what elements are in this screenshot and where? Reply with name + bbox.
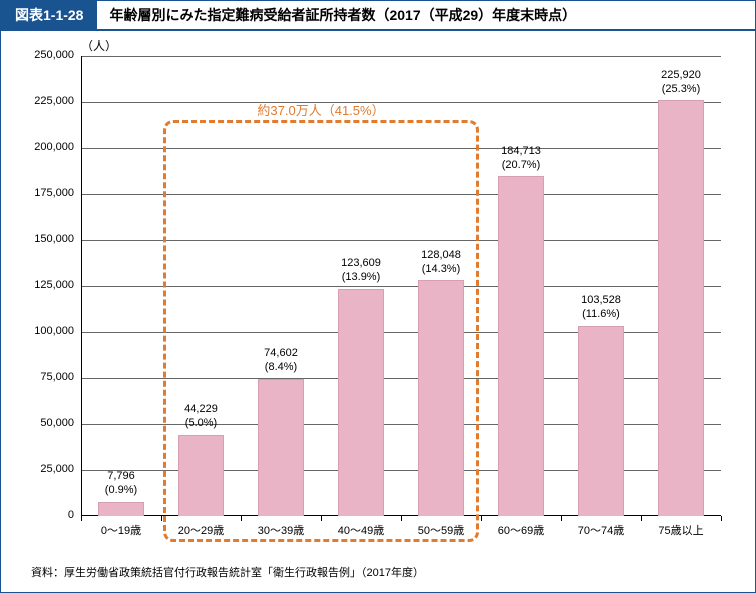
bar-value-label: 103,528 (11.6%) bbox=[561, 293, 641, 322]
plot-area: 025,00050,00075,000100,000125,000150,000… bbox=[81, 56, 721, 516]
figure-container: 図表1-1-28 年齢層別にみた指定難病受給者証所持者数（2017（平成29）年… bbox=[0, 0, 756, 593]
y-tick-label: 50,000 bbox=[19, 417, 74, 429]
bar bbox=[658, 100, 704, 516]
source-citation: 資料：厚生労働省政策統括官付行政報告統計室「衛生行政報告例」（2017年度） bbox=[31, 564, 424, 580]
y-tick-label: 75,000 bbox=[19, 371, 74, 383]
y-tick-label: 0 bbox=[19, 509, 74, 521]
x-tick-label: 0～19歳 bbox=[81, 522, 161, 538]
y-tick-label: 250,000 bbox=[19, 49, 74, 61]
x-tick-mark bbox=[641, 516, 642, 521]
x-tick-mark bbox=[561, 516, 562, 521]
bar-value: 103,528 bbox=[581, 294, 621, 306]
x-tick-mark bbox=[481, 516, 482, 521]
bar-pct: (11.6%) bbox=[582, 308, 620, 320]
x-tick-mark bbox=[721, 516, 722, 521]
title-bar: 図表1-1-28 年齢層別にみた指定難病受給者証所持者数（2017（平成29）年… bbox=[1, 1, 755, 31]
bar-value: 225,920 bbox=[661, 69, 701, 81]
x-tick-mark bbox=[161, 516, 162, 521]
bar bbox=[98, 502, 144, 516]
x-tick-label: 60～69歳 bbox=[481, 522, 561, 538]
bar bbox=[578, 326, 624, 516]
bar-value: 184,713 bbox=[501, 145, 541, 157]
y-axis-line bbox=[81, 56, 82, 516]
bar-value-label: 7,796 (0.9%) bbox=[81, 469, 161, 498]
bar-pct: (25.3%) bbox=[662, 83, 701, 95]
bar bbox=[498, 176, 544, 516]
y-tick-label: 150,000 bbox=[19, 233, 74, 245]
callout-box bbox=[163, 120, 479, 542]
y-tick-label: 175,000 bbox=[19, 187, 74, 199]
figure-number-tag: 図表1-1-28 bbox=[1, 1, 97, 29]
x-tick-mark bbox=[81, 516, 82, 521]
x-tick-label: 70～74歳 bbox=[561, 522, 641, 538]
y-tick-label: 225,000 bbox=[19, 95, 74, 107]
bar-pct: (0.9%) bbox=[105, 484, 137, 496]
y-tick-label: 125,000 bbox=[19, 279, 74, 291]
y-tick-label: 100,000 bbox=[19, 325, 74, 337]
bar-value-label: 225,920 (25.3%) bbox=[641, 68, 721, 97]
y-tick-label: 200,000 bbox=[19, 141, 74, 153]
x-tick-label: 75歳以上 bbox=[641, 522, 721, 538]
y-axis-unit-label: （人） bbox=[81, 37, 117, 54]
gridline bbox=[81, 56, 721, 57]
figure-title: 年齢層別にみた指定難病受給者証所持者数（2017（平成29）年度末時点） bbox=[97, 1, 576, 29]
bar-value: 7,796 bbox=[107, 470, 135, 482]
y-tick-label: 25,000 bbox=[19, 463, 74, 475]
bar-pct: (20.7%) bbox=[502, 159, 541, 171]
bar-value-label: 184,713 (20.7%) bbox=[481, 144, 561, 173]
callout-label: 約37.0万人（41.5%） bbox=[231, 100, 411, 119]
